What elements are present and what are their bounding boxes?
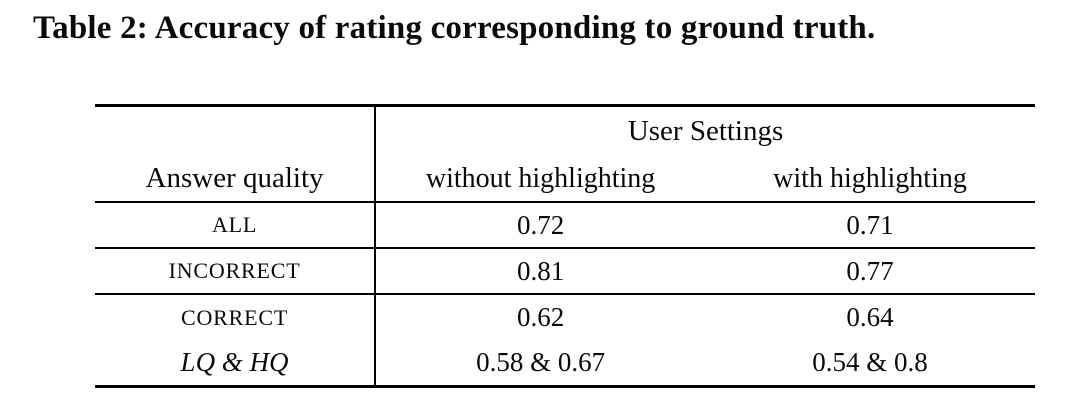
cell-correct-without: 0.62: [375, 293, 706, 340]
table-row-incorrect: INCORRECT 0.81 0.77: [95, 247, 1035, 294]
cell-incorrect-without: 0.81: [375, 247, 706, 294]
col-header-without-highlighting: without highlighting: [375, 156, 706, 203]
results-table: User Settings Answer quality without hig…: [95, 104, 1035, 388]
table-row-correct: CORRECT 0.62 0.64: [95, 293, 1035, 340]
corner-cell: [95, 105, 377, 156]
cell-all-with: 0.71: [846, 209, 894, 240]
row-label-lq-hq: LQ & HQ: [95, 340, 377, 386]
table-container: User Settings Answer quality without hig…: [95, 104, 1035, 388]
cell-correct-with: 0.64: [705, 293, 1035, 340]
table-row-all: ALL 0.72 0.71: [95, 202, 1035, 248]
col-header-with-highlighting: with highlighting: [705, 156, 1035, 203]
row-label-correct: CORRECT: [95, 293, 377, 340]
table-row-lq-hq: LQ & HQ 0.58 & 0.67 0.54 & 0.8: [95, 340, 1035, 386]
col-header-answer-quality: Answer quality: [95, 156, 377, 203]
cell-lq-hq-with: 0.54 & 0.8: [812, 346, 928, 377]
table-caption: Table 2: Accuracy of rating correspondin…: [33, 10, 876, 46]
cell-lq-hq-without: 0.58 & 0.67: [476, 346, 606, 377]
cell-incorrect-with: 0.77: [705, 247, 1035, 294]
group-header-row: User Settings: [95, 105, 1035, 156]
row-label-all: ALL: [95, 202, 377, 248]
cell-all-without: 0.72: [516, 209, 565, 240]
column-header-row: Answer quality without highlighting with…: [95, 156, 1035, 203]
group-header-user-settings: User Settings: [627, 115, 784, 147]
row-label-incorrect: INCORRECT: [95, 247, 377, 294]
